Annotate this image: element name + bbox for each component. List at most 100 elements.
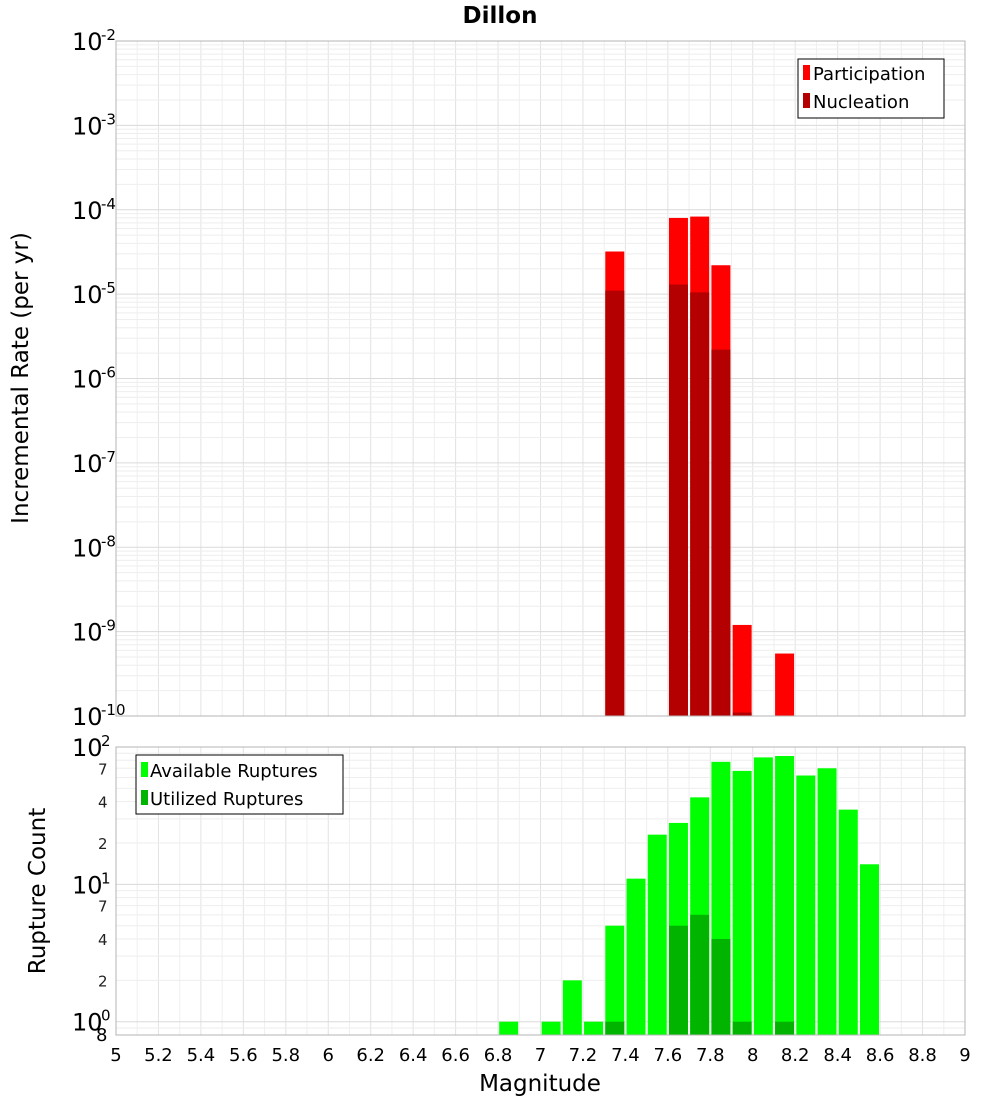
bottom-legend-box (135, 754, 344, 815)
bottom-bar-utilized-ruptures (690, 914, 710, 1035)
bottom-y-minor-tick-label: 4 (98, 931, 108, 949)
bottom-bar-available-ruptures (838, 809, 858, 1035)
bottom-plot-x-tick-labels: 5 5.2 5.4 5.6 5.8 6 6.2 6.4 6.6 6.8 7 7.2 7.4 7.6 7.8 8… (110, 1045, 970, 1066)
top-y-tick-base: 10 (72, 534, 103, 562)
bottom-y-tick-base: 10 (72, 871, 103, 899)
x-tick-label: 7.4 (611, 1045, 640, 1066)
top-y-tick-exponent: -5 (101, 279, 116, 297)
top-y-tick-base: 10 (72, 281, 103, 309)
bottom-y-tick-base: 10 (72, 1009, 103, 1037)
bottom-y-minor-tick-label: 7 (98, 760, 108, 778)
x-tick-label: 8.8 (908, 1045, 937, 1066)
top-y-tick-base: 10 (72, 703, 103, 731)
top-bar-participation (732, 624, 752, 716)
bottom-plot-y-axis-label: Rupture Count (25, 808, 51, 974)
bottom-bar-utilized-ruptures (668, 925, 688, 1035)
bottom-bar-utilized-ruptures (605, 1021, 625, 1035)
bottom-y-minor-tick-label: 2 (98, 972, 108, 990)
bottom-bar-available-ruptures (732, 770, 752, 1035)
x-tick-label: 7 (535, 1045, 546, 1066)
x-tick-label: 6.6 (441, 1045, 470, 1066)
legend-label-utilized-ruptures: Utilized Ruptures (150, 789, 303, 810)
x-tick-label: 6.2 (356, 1045, 385, 1066)
top-bar-nucleation (732, 712, 752, 716)
top-plot-legend: Participation Nucleation (797, 58, 945, 119)
top-legend-box (797, 58, 945, 119)
top-y-tick-base: 10 (72, 28, 103, 56)
x-tick-label: 6 (323, 1045, 334, 1066)
x-tick-label: 8 (747, 1045, 758, 1066)
top-bar-nucleation (668, 284, 688, 716)
top-bar-nucleation (690, 292, 710, 716)
top-plot-y-tick-labels: 10-210-310-410-510-610-710-810-910-10 (72, 26, 126, 731)
bottom-bar-utilized-ruptures (732, 1021, 752, 1035)
x-tick-label: 6.4 (399, 1045, 428, 1066)
bottom-y-tick-exponent: 0 (101, 1007, 111, 1025)
bottom-bar-available-ruptures (859, 864, 879, 1035)
bottom-y-minor-tick-label: 2 (98, 835, 108, 853)
bottom-bar-utilized-ruptures (775, 1021, 795, 1035)
legend-swatch-utilized-ruptures (141, 790, 148, 805)
top-bar-nucleation (711, 349, 731, 716)
bottom-bar-available-ruptures (584, 1021, 604, 1035)
bottom-bar-available-ruptures (605, 925, 625, 1035)
bottom-bar-available-ruptures (753, 757, 773, 1035)
x-tick-label: 8.2 (781, 1045, 810, 1066)
legend-label-available-ruptures: Available Ruptures (150, 761, 318, 782)
bottom-y-minor-tick-label: 8 (96, 1025, 107, 1046)
top-y-tick-exponent: -8 (101, 532, 116, 550)
top-y-tick-exponent: -3 (101, 110, 116, 128)
x-tick-label: 7.6 (654, 1045, 683, 1066)
x-tick-label: 5.6 (229, 1045, 258, 1066)
chart-title: Dillon (463, 3, 538, 29)
top-y-tick-exponent: -4 (101, 195, 116, 213)
top-y-tick-exponent: -9 (101, 617, 116, 635)
bottom-plot-legend: Available Ruptures Utilized Ruptures (135, 754, 344, 815)
x-tick-label: 7.2 (569, 1045, 598, 1066)
top-y-tick-exponent: -6 (101, 364, 116, 382)
legend-label-participation: Participation (813, 64, 925, 85)
top-y-tick-exponent: -2 (101, 26, 116, 44)
top-plot-grid (116, 40, 965, 717)
bottom-bar-available-ruptures (626, 878, 646, 1035)
x-tick-label: 7.8 (696, 1045, 725, 1066)
top-plot-frame (115, 40, 966, 717)
top-y-tick-base: 10 (72, 112, 103, 140)
x-tick-label: 5.8 (271, 1045, 300, 1066)
x-tick-label: 6.8 (484, 1045, 513, 1066)
x-axis-label: Magnitude (479, 1071, 601, 1097)
bottom-bar-utilized-ruptures (711, 939, 731, 1035)
bottom-plot-frame (115, 746, 966, 1036)
top-bar-nucleation (605, 290, 625, 716)
top-y-tick-base: 10 (72, 366, 103, 394)
bottom-y-tick-exponent: 2 (101, 732, 111, 750)
top-y-tick-exponent: -7 (101, 448, 116, 466)
top-bar-participation (775, 653, 795, 716)
bottom-bar-available-ruptures (817, 768, 837, 1035)
x-tick-label: 5.2 (144, 1045, 173, 1066)
legend-swatch-nucleation (803, 93, 810, 108)
top-y-tick-base: 10 (72, 197, 103, 225)
bottom-bar-available-ruptures (775, 755, 795, 1035)
bottom-y-tick-exponent: 1 (101, 869, 111, 887)
x-tick-label: 8.6 (866, 1045, 895, 1066)
bottom-bar-available-ruptures (647, 834, 667, 1035)
bottom-bar-available-ruptures (562, 980, 582, 1035)
bottom-plot-bars (499, 755, 879, 1035)
top-y-tick-base: 10 (72, 619, 103, 647)
top-plot-bars (605, 216, 795, 716)
top-y-tick-base: 10 (72, 450, 103, 478)
bottom-bar-available-ruptures (541, 1021, 561, 1035)
top-plot-y-axis-label: Incremental Rate (per yr) (8, 232, 34, 524)
bottom-y-minor-tick-label: 7 (98, 898, 108, 916)
x-tick-label: 5 (110, 1045, 121, 1066)
x-tick-label: 5.4 (187, 1045, 216, 1066)
bottom-y-minor-tick-label: 4 (98, 794, 108, 812)
legend-swatch-participation (803, 65, 810, 80)
bottom-bar-available-ruptures (796, 775, 816, 1035)
legend-swatch-available-ruptures (141, 762, 148, 777)
bottom-bar-available-ruptures (499, 1021, 519, 1035)
